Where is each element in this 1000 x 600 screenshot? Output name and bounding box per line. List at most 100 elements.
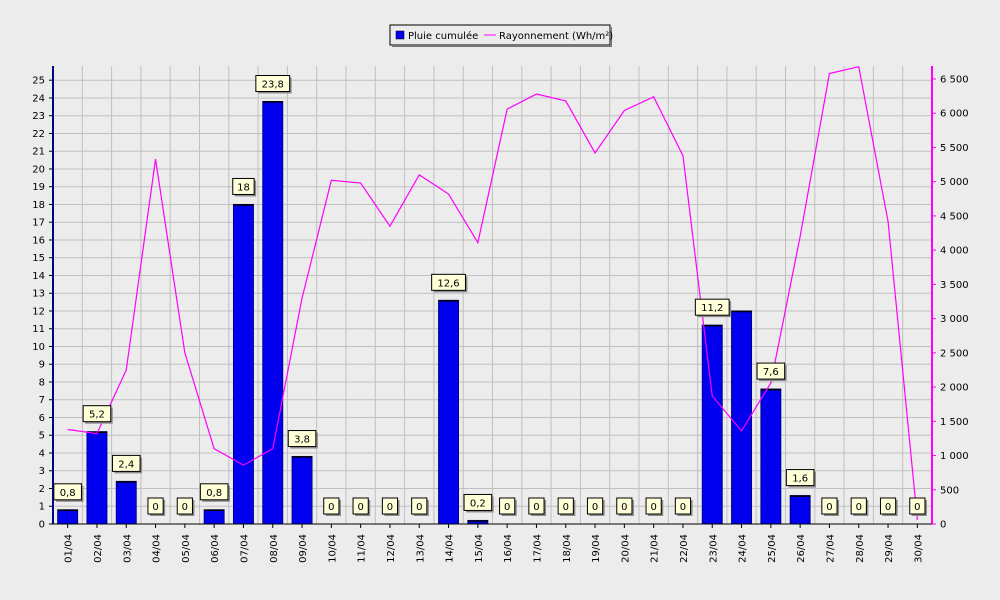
x-axis-tick-label: 25/04 xyxy=(767,534,778,563)
right-axis-tick-label: 3 500 xyxy=(940,280,969,291)
x-axis-tick-label: 13/04 xyxy=(415,534,426,563)
rain-bar xyxy=(438,299,460,525)
left-axis-tick-label: 16 xyxy=(32,235,45,246)
left-axis-tick-label: 24 xyxy=(32,93,45,104)
data-label: 0 xyxy=(826,502,832,513)
left-axis-tick-label: 21 xyxy=(32,147,45,158)
data-label-box xyxy=(528,497,545,515)
data-label: 0 xyxy=(357,502,363,513)
data-label-box xyxy=(694,298,730,316)
data-label: 0 xyxy=(533,502,539,513)
left-axis-tick-label: 12 xyxy=(32,306,45,317)
data-label: 0 xyxy=(592,502,598,513)
x-axis-tick-label: 05/04 xyxy=(181,534,192,563)
x-axis-tick-label: 08/04 xyxy=(269,534,280,563)
data-label: 0 xyxy=(504,502,510,513)
data-label: 3,8 xyxy=(294,435,310,446)
left-axis-tick-label: 7 xyxy=(39,395,45,406)
rain-bar xyxy=(789,495,811,525)
rain-bar xyxy=(86,431,108,525)
data-label: 0 xyxy=(621,502,627,513)
right-axis-tick-label: 5 500 xyxy=(940,143,969,154)
legend-label-rain: Pluie cumulée xyxy=(408,30,478,42)
x-axis-tick-label: 21/04 xyxy=(650,534,661,563)
rain-bar xyxy=(262,101,284,525)
data-label-box xyxy=(53,483,82,501)
x-axis-tick-label: 14/04 xyxy=(445,534,456,563)
data-label-box xyxy=(255,75,291,93)
left-axis-tick-label: 1 xyxy=(39,502,45,513)
data-label-box xyxy=(176,497,193,515)
left-axis-tick-label: 6 xyxy=(39,413,45,424)
data-label-box xyxy=(352,497,369,515)
right-axis-tick-label: 500 xyxy=(940,485,959,496)
left-axis-tick-label: 0 xyxy=(39,520,45,531)
left-axis-tick-label: 19 xyxy=(32,182,45,193)
x-axis-tick-label: 19/04 xyxy=(591,534,602,563)
legend-swatch-rain xyxy=(395,30,405,40)
x-axis-tick-label: 29/04 xyxy=(884,534,895,563)
left-axis-tick-label: 14 xyxy=(32,271,45,282)
rain-bar xyxy=(232,203,254,525)
rain-bars xyxy=(57,101,811,525)
data-label: 0 xyxy=(563,502,569,513)
data-label-box xyxy=(586,497,604,515)
data-label-box xyxy=(199,483,229,501)
data-label: 0,2 xyxy=(470,498,486,509)
data-label-box xyxy=(431,273,466,291)
right-axis-tick-label: 1 500 xyxy=(940,417,969,428)
x-axis-tick-label: 10/04 xyxy=(327,534,338,563)
rain-bar xyxy=(731,310,753,525)
data-label: 23,8 xyxy=(262,80,284,91)
data-label: 0 xyxy=(650,502,656,513)
data-label: 0 xyxy=(328,502,334,513)
left-axis-tick-label: 2 xyxy=(39,484,45,495)
rain-bar xyxy=(701,324,723,525)
rain-bar xyxy=(115,480,137,525)
radiation-line xyxy=(67,65,918,520)
data-label-box xyxy=(616,497,633,515)
data-label: 0 xyxy=(387,502,393,513)
data-label-box xyxy=(756,362,786,380)
data-label-box xyxy=(785,469,815,487)
data-label-box xyxy=(499,497,516,515)
data-label: 0 xyxy=(416,502,422,513)
x-axis-tick-label: 02/04 xyxy=(93,534,104,563)
rain-bar xyxy=(760,388,782,525)
right-axis-tick-label: 4 000 xyxy=(940,246,969,257)
data-label-box xyxy=(287,430,317,448)
data-label: 0 xyxy=(914,502,920,513)
data-label-box xyxy=(645,497,662,515)
x-axis-tick-label: 30/04 xyxy=(913,534,924,563)
x-axis-tick-label: 23/04 xyxy=(708,534,719,563)
right-axis-tick-label: 6 500 xyxy=(940,75,969,86)
x-axis-tick-label: 03/04 xyxy=(122,534,133,563)
left-axis-tick-label: 22 xyxy=(32,129,45,140)
right-axis-tick-label: 2 000 xyxy=(940,383,969,394)
data-label: 12,6 xyxy=(437,278,459,289)
x-axis-tick-label: 20/04 xyxy=(620,534,631,563)
rain-bar xyxy=(203,509,225,525)
data-label: 0,8 xyxy=(206,488,222,499)
left-axis-tick-label: 5 xyxy=(39,431,45,442)
data-label-box xyxy=(879,497,897,515)
legend: Pluie cumulée Rayonnement (Wh/m²) xyxy=(389,24,613,47)
axes: 0123456789101112131415161718192021222324… xyxy=(32,66,969,563)
right-axis-tick-label: 6 000 xyxy=(940,109,969,120)
legend-box-shadow-right xyxy=(610,27,612,47)
data-label: 11,2 xyxy=(701,303,723,314)
x-axis-tick-label: 18/04 xyxy=(562,534,573,563)
left-axis-tick-label: 3 xyxy=(39,466,45,477)
data-label: 5,2 xyxy=(89,410,105,421)
data-label: 0,8 xyxy=(60,488,76,499)
x-axis-tick-label: 28/04 xyxy=(855,534,866,563)
data-label: 0 xyxy=(856,502,862,513)
x-axis-tick-label: 15/04 xyxy=(474,534,485,563)
left-axis-tick-label: 4 xyxy=(39,448,45,459)
x-axis-tick-label: 12/04 xyxy=(386,534,397,563)
data-label-box xyxy=(232,177,255,195)
data-label-box xyxy=(323,497,340,515)
data-label-box xyxy=(850,497,867,515)
data-label-box xyxy=(411,497,428,515)
